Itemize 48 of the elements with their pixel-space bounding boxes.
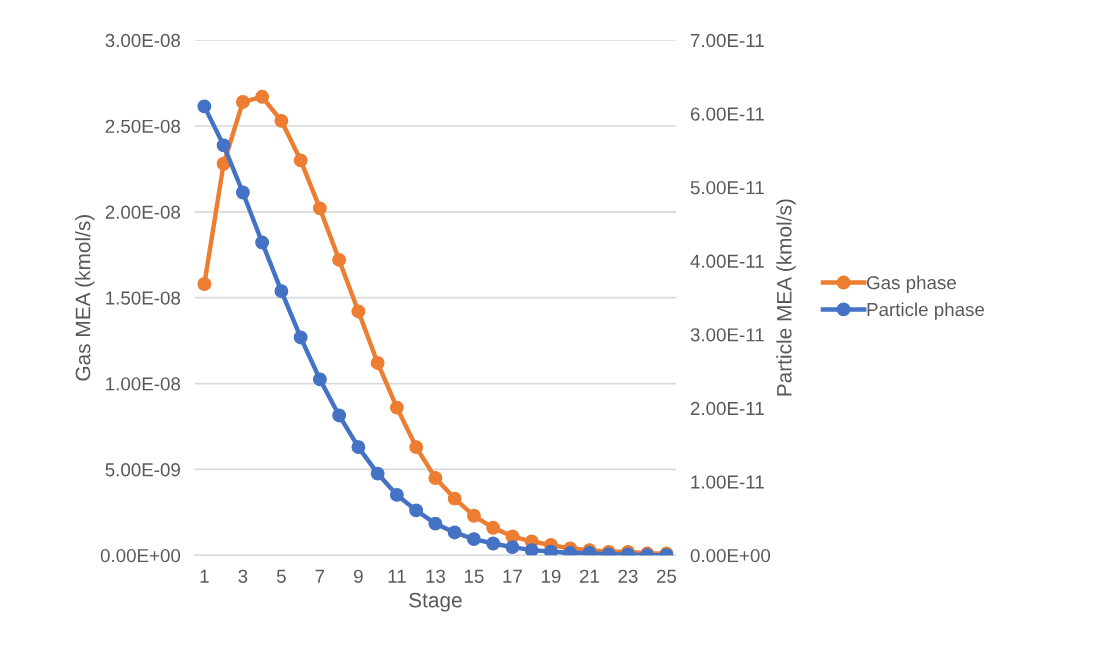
x-tick-label: 21 [579, 569, 599, 583]
point [332, 252, 347, 267]
point [351, 304, 366, 319]
y2-axis-title: Particle MEA (kmol/s) [776, 199, 796, 396]
y2-tick-label: 3.00E-11 [690, 328, 764, 342]
x-tick-label: 3 [238, 569, 248, 583]
point [274, 113, 289, 128]
x-tick-label: 11 [388, 569, 406, 583]
y2-tick-label: 0.00E+00 [690, 548, 771, 563]
y-tick-label: 2.50E-08 [105, 119, 181, 133]
y2-tick-label: 6.00E-11 [690, 107, 764, 121]
point [293, 153, 308, 168]
y-tick-label: 3.00E-08 [105, 33, 181, 48]
x-tick-label: 15 [464, 569, 484, 583]
y-axis-title: Gas MEA (kmol/s) [75, 215, 95, 381]
x-axis-title: Stage [409, 592, 462, 612]
legend-label: Gas phase [867, 275, 956, 294]
legend-label: Particle phase [867, 302, 985, 320]
y-tick-label: 1.50E-08 [106, 291, 181, 305]
y2-tick-label: 2.00E-11 [690, 401, 764, 416]
y-tick-label: 0.00E+00 [100, 548, 181, 563]
y2-tick-label: 1.00E-11 [691, 475, 764, 489]
y-tick-label: 2.00E-08 [105, 205, 181, 219]
x-tick-label: 13 [426, 569, 446, 583]
x-tick-label: 25 [656, 569, 677, 583]
point [235, 95, 250, 109]
point [447, 491, 462, 506]
point [409, 440, 424, 455]
x-tick-label: 1 [200, 569, 209, 583]
x-tick-label: 5 [276, 569, 286, 583]
x-tick-label: 23 [618, 569, 638, 583]
x-tick-label: 17 [503, 569, 522, 583]
point [312, 201, 327, 216]
y-tick-label: 1.00E-08 [106, 377, 181, 391]
point [255, 89, 270, 104]
y-tick-label: 5.00E-09 [105, 463, 180, 477]
point [197, 277, 212, 291]
x-tick-label: 9 [354, 569, 363, 583]
point [428, 471, 443, 485]
y2-tick-label: 7.00E-11 [690, 33, 764, 48]
y2-tick-label: 5.00E-11 [690, 181, 764, 195]
y2-tick-label: 4.00E-11 [690, 254, 764, 268]
point [486, 520, 501, 535]
point [370, 356, 385, 370]
x-tick-label: 7 [315, 569, 325, 583]
point [389, 400, 404, 415]
point [466, 508, 481, 523]
x-tick-label: 19 [541, 569, 561, 583]
